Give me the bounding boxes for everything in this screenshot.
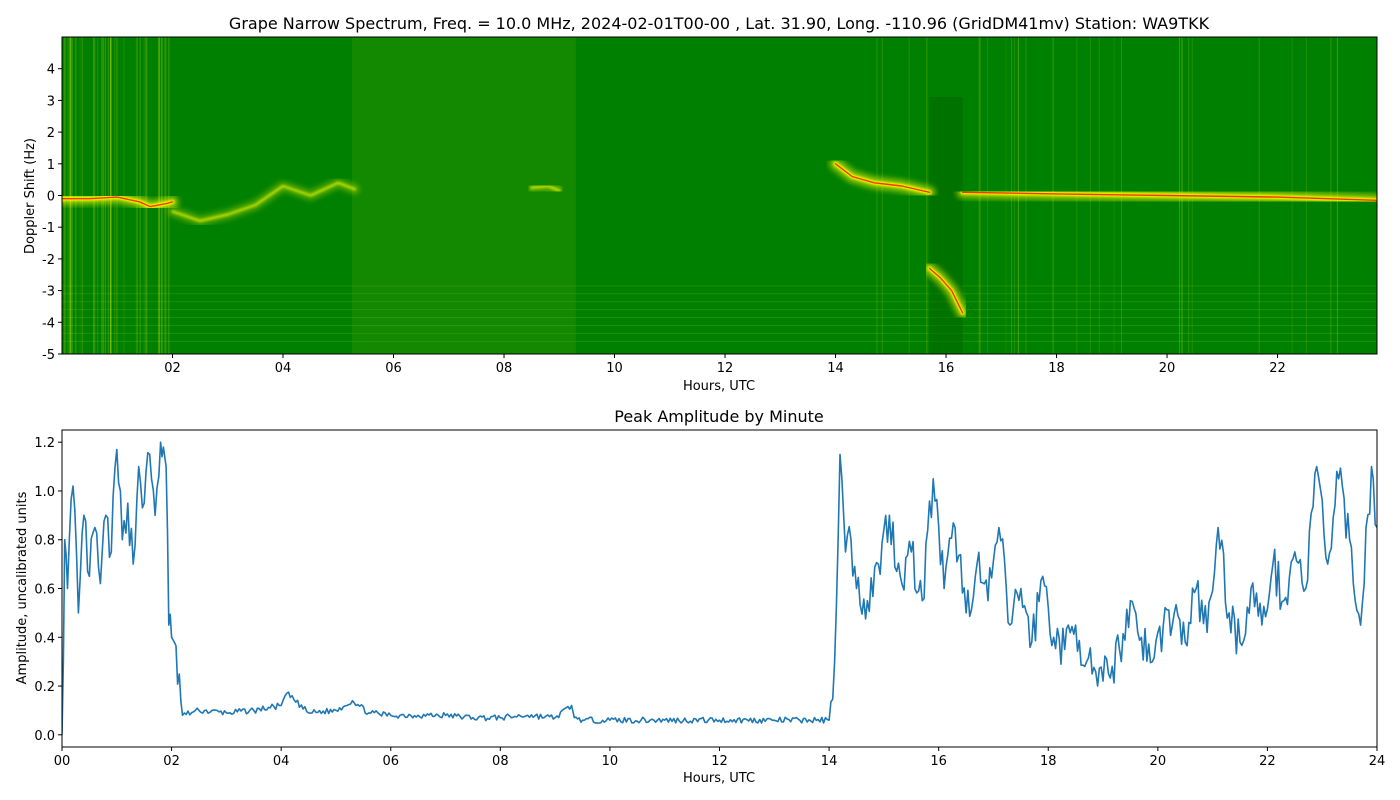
amplitude-x-tick-label: 14 (821, 754, 838, 769)
spectrogram-x-tick-label: 04 (275, 361, 292, 376)
amplitude-y-tick-label: 0.4 (34, 631, 55, 646)
amplitude-x-tick-label: 24 (1369, 754, 1386, 769)
amplitude-y-tick-label: 1.0 (34, 485, 55, 500)
amplitude-x-ticks: 00 02 04 06 08 10 12 14 16 18 20 22 24 (54, 747, 1386, 769)
amplitude-x-tick-label: 06 (382, 754, 399, 769)
amplitude-x-tick-label: 18 (1040, 754, 1057, 769)
amplitude-y-ticks: 0.0 0.2 0.4 0.6 0.8 1.0 1.2 (34, 436, 62, 744)
amplitude-x-tick-label: 12 (711, 754, 728, 769)
doppler-trace-0 (62, 191, 179, 213)
amplitude-y-label: Amplitude, uncalibrated units (15, 491, 30, 684)
spectrogram-y-tick-label: 0 (47, 190, 55, 205)
amplitude-y-tick-label: 0.8 (34, 534, 55, 549)
doppler-traces (62, 157, 1377, 319)
spectrogram-x-ticks: 02 04 06 08 10 12 14 16 18 20 22 (164, 354, 1286, 376)
amplitude-x-tick-label: 22 (1259, 754, 1276, 769)
amplitude-x-tick-label: 08 (492, 754, 509, 769)
spectrogram-x-tick-label: 08 (496, 361, 513, 376)
spectrogram-y-tick-label: -2 (42, 253, 55, 268)
amplitude-series-line (62, 441, 1377, 735)
doppler-trace-5 (956, 186, 1377, 207)
amplitude-x-label: Hours, UTC (683, 771, 755, 786)
amplitude-y-tick-label: 0.2 (34, 680, 55, 695)
spectrogram-x-tick-label: 16 (938, 361, 955, 376)
spectrogram-y-tick-label: 3 (47, 94, 55, 109)
amplitude-x-tick-label: 10 (602, 754, 619, 769)
spectrogram-x-label: Hours, UTC (683, 379, 755, 394)
spectrogram-y-tick-label: -1 (42, 221, 55, 236)
spectrogram-y-tick-label: 1 (47, 158, 55, 173)
doppler-trace-1 (168, 178, 360, 226)
amplitude-x-tick-label: 16 (930, 754, 947, 769)
spectrogram-y-label: Doppler Shift (Hz) (23, 138, 38, 254)
doppler-trace-4 (923, 262, 969, 319)
amplitude-x-tick-label: 00 (54, 754, 71, 769)
spectrogram-x-tick-label: 20 (1159, 361, 1176, 376)
spectrogram-y-tick-label: -3 (42, 285, 55, 300)
spectrogram-x-tick-label: 02 (164, 361, 181, 376)
spectrogram-title: Grape Narrow Spectrum, Freq. = 10.0 MHz,… (229, 14, 1210, 33)
spectrogram-x-tick-label: 14 (827, 361, 844, 376)
spectrogram-y-tick-label: 4 (47, 63, 55, 78)
spectrogram-panel: Grape Narrow Spectrum, Freq. = 10.0 MHz,… (23, 14, 1378, 394)
amplitude-x-tick-label: 20 (1150, 754, 1167, 769)
spectrogram-y-tick-label: 2 (47, 126, 55, 141)
spectrogram-x-tick-label: 10 (606, 361, 623, 376)
spectrogram-x-tick-label: 06 (385, 361, 402, 376)
amplitude-y-tick-label: 0.0 (34, 729, 55, 744)
spectrogram-y-tick-label: -5 (42, 348, 55, 363)
spectrogram-y-tick-label: -4 (42, 316, 55, 331)
amplitude-y-tick-label: 1.2 (34, 436, 55, 451)
doppler-trace-2 (527, 181, 564, 196)
amplitude-x-tick-label: 02 (163, 754, 180, 769)
amplitude-y-tick-label: 0.6 (34, 583, 55, 598)
spectrogram-x-tick-label: 18 (1048, 361, 1065, 376)
amplitude-plot-area (62, 430, 1377, 747)
amplitude-x-tick-label: 04 (273, 754, 290, 769)
spectrogram-x-tick-label: 12 (717, 361, 734, 376)
doppler-trace-3 (829, 157, 936, 199)
amplitude-title: Peak Amplitude by Minute (614, 407, 824, 426)
spectrogram-y-ticks: 4 3 2 1 0 -1 -2 -3 -4 -5 (42, 63, 62, 363)
spectrogram-x-tick-label: 22 (1269, 361, 1286, 376)
amplitude-panel: Peak Amplitude by Minute 00 02 04 06 08 10 12 1… (15, 407, 1385, 786)
